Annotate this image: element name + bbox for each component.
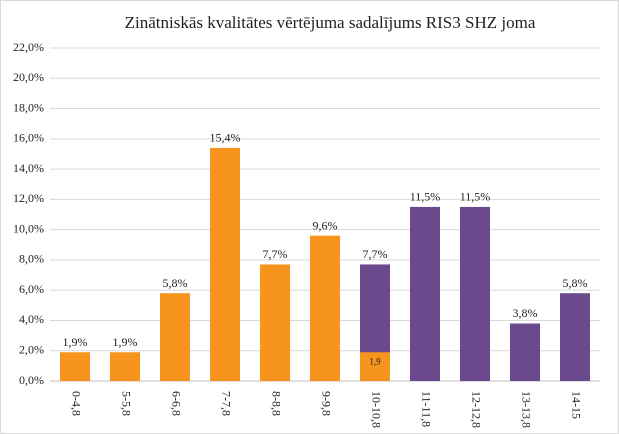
value-label: 3,8% [513, 306, 538, 320]
bar [410, 206, 440, 381]
value-label: 7,7% [363, 247, 388, 261]
bar [460, 206, 490, 381]
y-tick-label: 10,0% [13, 221, 44, 235]
bar [360, 352, 390, 381]
y-tick-label: 2,0% [19, 342, 44, 356]
bar [310, 235, 340, 381]
y-tick-label: 16,0% [13, 131, 44, 145]
y-tick-label: 12,0% [13, 191, 44, 205]
value-label: 5,8% [563, 276, 588, 290]
x-tick-label: 11-11,8 [419, 391, 433, 427]
y-tick-label: 8,0% [19, 252, 44, 266]
value-label: 7,7% [263, 247, 288, 261]
x-tick-label: 12-12,8 [469, 391, 483, 428]
y-tick-label: 6,0% [19, 282, 44, 296]
x-tick-label: 10-10,8 [369, 391, 383, 428]
bar [260, 264, 290, 381]
x-tick-label: 0-4,8 [69, 391, 83, 416]
x-tick-label: 9-9,8 [319, 391, 333, 416]
y-tick-label: 4,0% [19, 312, 44, 326]
bar [560, 293, 590, 381]
bar [510, 323, 540, 381]
y-tick-label: 14,0% [13, 161, 44, 175]
value-label: 5,8% [163, 276, 188, 290]
chart-title: Zinātniskās kvalitātes vērtējuma sadalīj… [125, 13, 536, 32]
value-label: 1,9 [369, 356, 381, 366]
value-label: 11,5% [460, 190, 491, 204]
y-tick-label: 20,0% [13, 70, 44, 84]
x-tick-label: 8-8,8 [269, 391, 283, 416]
x-tick-label: 13-13,8 [519, 391, 533, 428]
value-label: 1,9% [113, 335, 138, 349]
value-label: 9,6% [313, 218, 338, 232]
y-tick-label: 22,0% [13, 40, 44, 54]
bar [160, 293, 190, 381]
bar [60, 352, 90, 381]
y-tick-label: 18,0% [13, 100, 44, 114]
value-label: 1,9% [63, 335, 88, 349]
value-label: 11,5% [410, 190, 441, 204]
x-tick-label: 7-7,8 [219, 391, 233, 416]
bar [110, 352, 140, 381]
bar [210, 147, 240, 381]
x-tick-label: 14-15 [569, 391, 583, 419]
y-tick-label: 0,0% [19, 373, 44, 387]
x-tick-label: 6-6,8 [169, 391, 183, 416]
x-tick-label: 5-5,8 [119, 391, 133, 416]
value-label: 15,4% [210, 131, 241, 145]
